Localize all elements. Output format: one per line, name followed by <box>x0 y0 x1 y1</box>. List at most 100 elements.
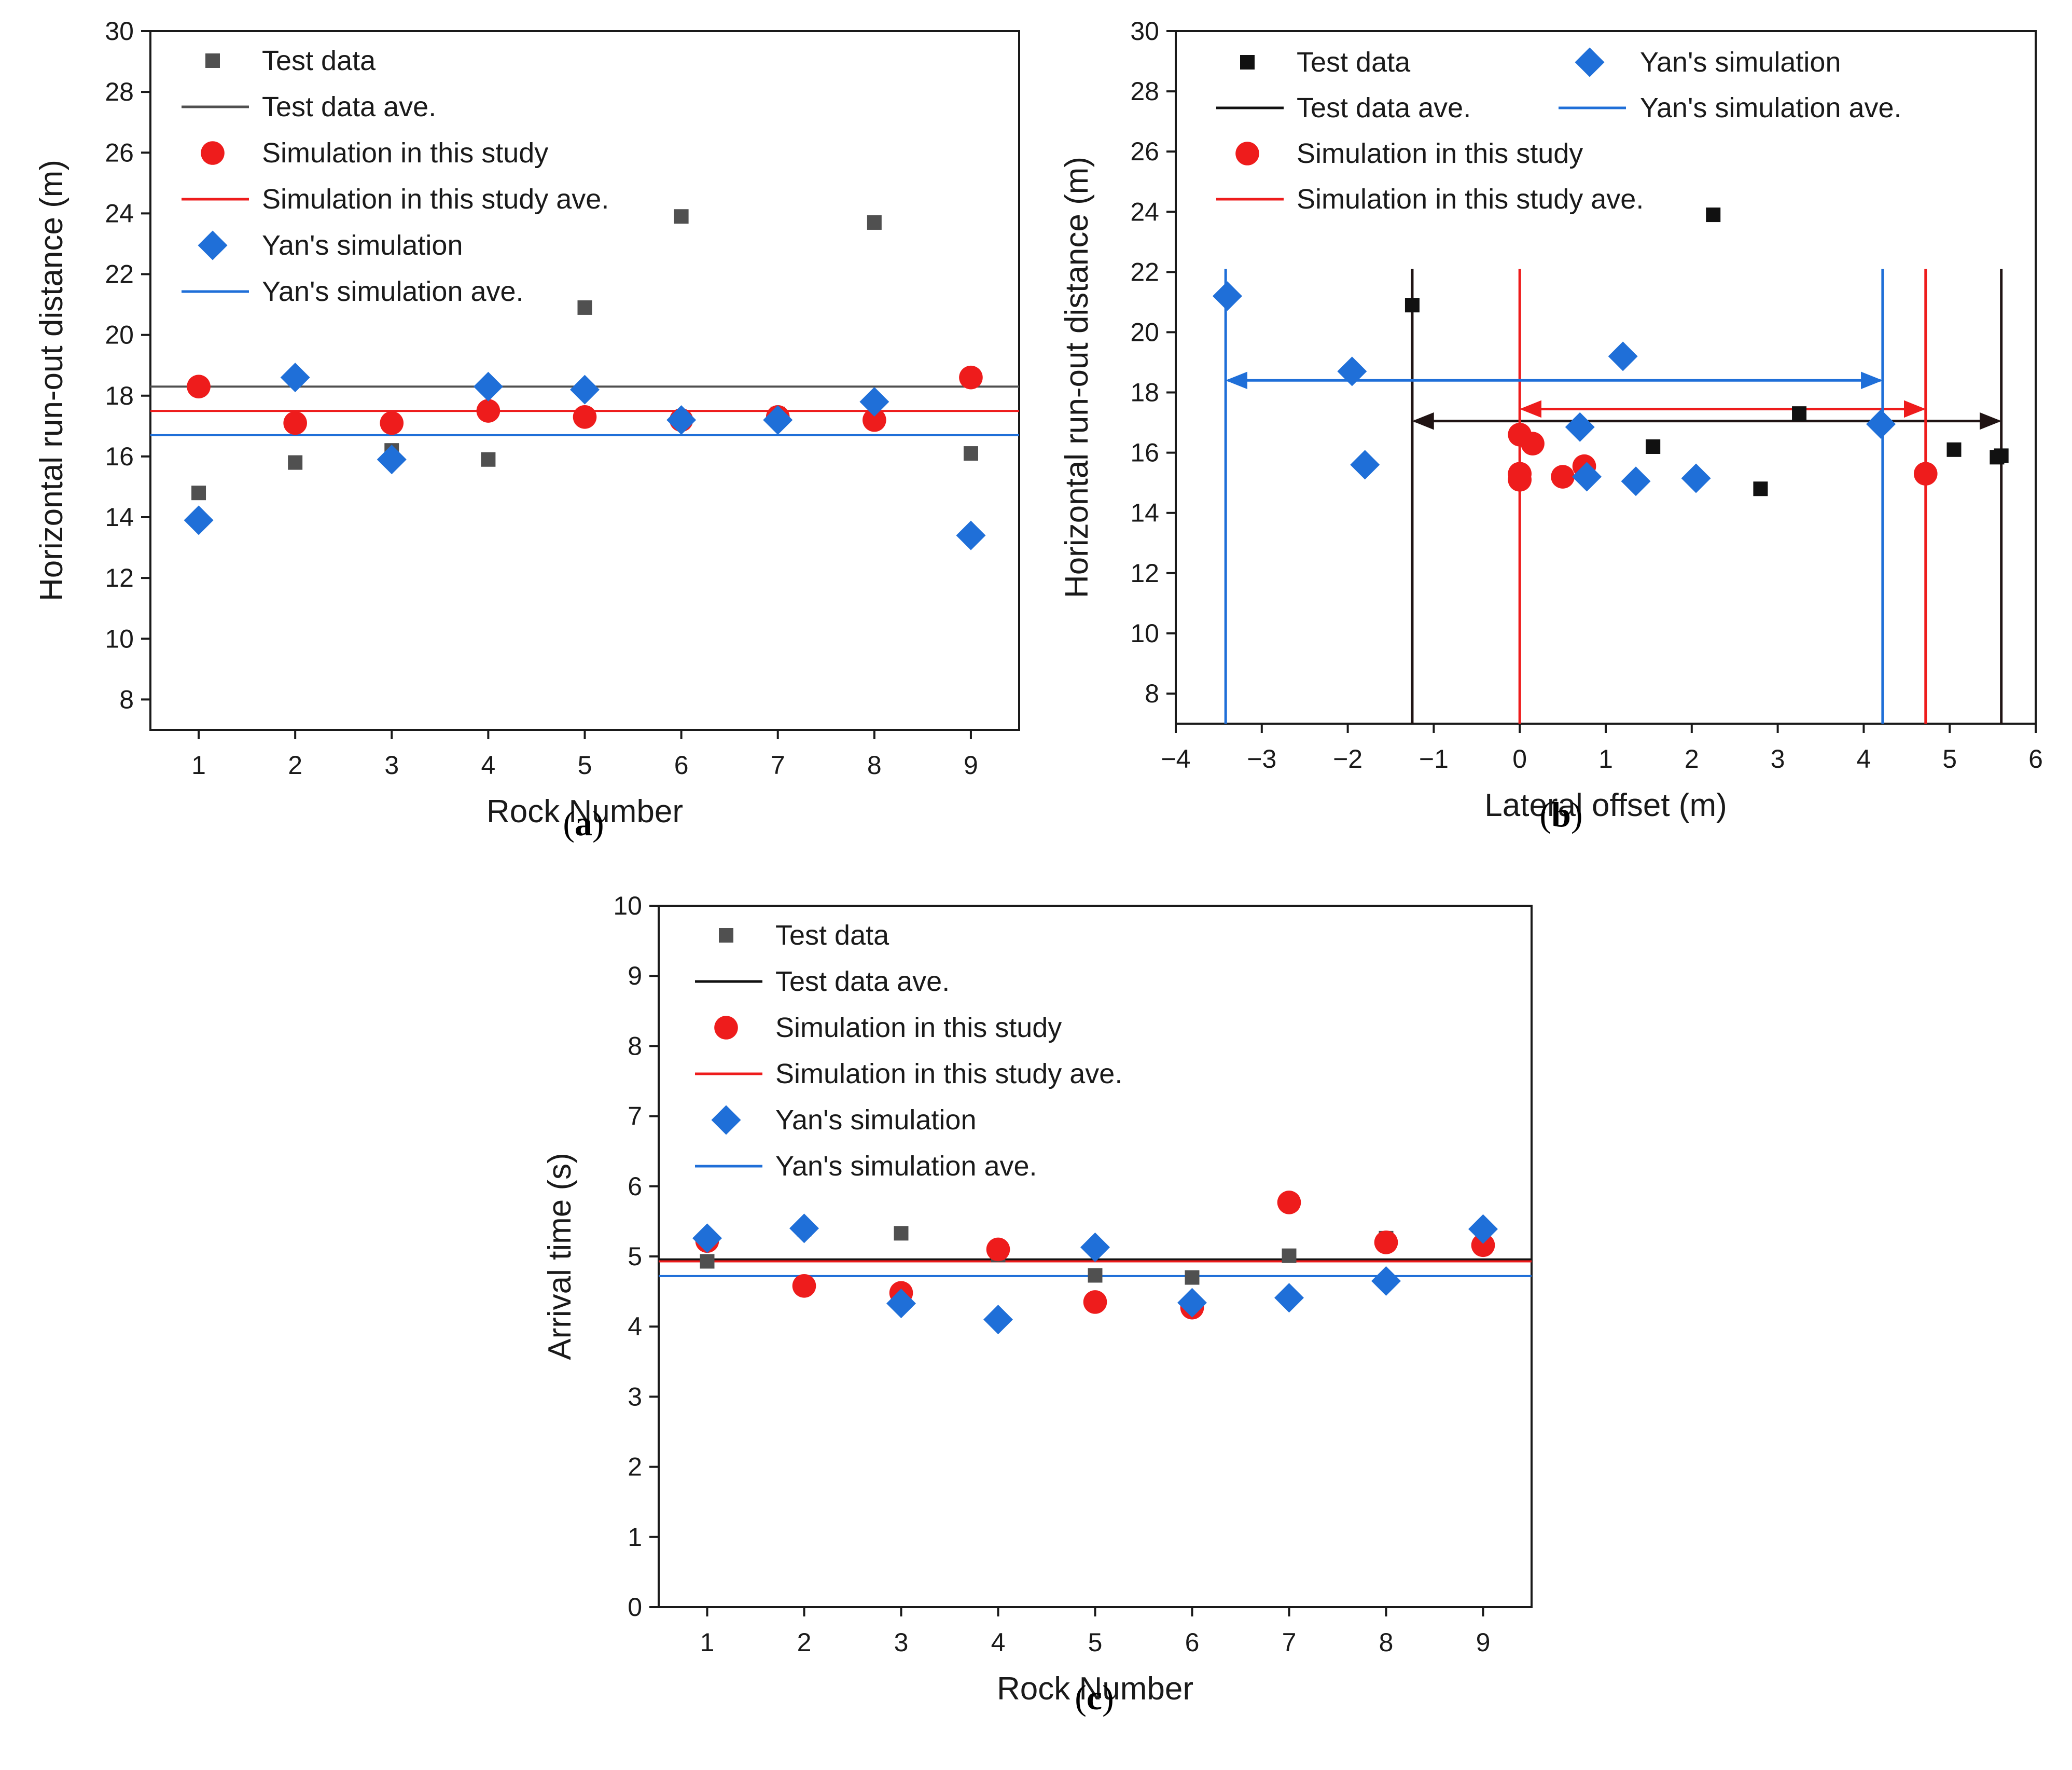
y-tick-label: 30 <box>105 17 134 46</box>
legend-label: Test data ave. <box>1297 92 1471 123</box>
y-tick-label: 9 <box>628 961 642 990</box>
x-tick-label: 4 <box>481 751 495 780</box>
x-tick-label: 4 <box>1856 744 1871 773</box>
y-tick-label: 20 <box>105 321 134 350</box>
chart-panel-b: −4 −3 −2 −1 0 1 2 3 4 5 681012141618202224262830La… <box>1059 17 2043 834</box>
chart-panel-c: 1 2 3 4 5 6 7 8 9 0 1 2 3 4 5 6 7 8 9 10 Rock Number Arrival … <box>542 891 1533 1717</box>
data-point <box>1913 462 1938 486</box>
data-point <box>570 375 600 405</box>
y-tick-label: 14 <box>1130 499 1159 528</box>
data-point <box>283 411 307 435</box>
y-tick-label: 28 <box>1130 77 1159 106</box>
y-tick-label: 12 <box>1130 559 1159 588</box>
legend-label: Test data <box>775 920 889 951</box>
x-tick-label: 7 <box>771 751 785 780</box>
legend-label: Simulation in this study <box>262 137 548 169</box>
y-tick-label: 3 <box>628 1382 642 1411</box>
y-tick-label: 4 <box>628 1312 642 1341</box>
legend-label: Test data ave. <box>262 91 436 122</box>
data-point <box>573 405 597 429</box>
y-tick-label: 12 <box>105 563 134 592</box>
data-point <box>666 405 697 435</box>
panel-label: (a) <box>563 804 604 843</box>
data-point <box>1608 341 1638 371</box>
y-tick-label: 1 <box>628 1523 642 1552</box>
legend-label: Test data <box>1297 47 1411 78</box>
data-point <box>692 1223 722 1253</box>
legend-label: Simulation in this study ave. <box>1297 184 1644 215</box>
data-point <box>1374 1230 1398 1254</box>
data-point <box>1681 463 1711 493</box>
data-point <box>288 455 303 470</box>
data-point <box>789 1213 819 1243</box>
data-point <box>577 300 592 315</box>
data-point <box>1212 281 1242 311</box>
x-tick-label: 3 <box>1771 744 1785 773</box>
legend-marker <box>201 141 225 165</box>
legend-label: Test data <box>262 45 376 76</box>
data-point <box>481 452 496 467</box>
y-tick-label: 22 <box>105 260 134 289</box>
legend-marker <box>711 1105 741 1135</box>
y-tick-label: 8 <box>628 1031 642 1060</box>
data-point <box>763 405 793 435</box>
y-tick-label: 8 <box>119 685 134 714</box>
y-tick-label: 16 <box>105 442 134 471</box>
y-tick-label: 20 <box>1130 317 1159 347</box>
y-tick-label: 14 <box>105 503 134 532</box>
data-point <box>476 399 500 423</box>
data-point <box>1646 439 1661 454</box>
data-point <box>280 363 310 393</box>
x-tick-label: −1 <box>1419 744 1449 773</box>
y-tick-label: 8 <box>1145 679 1159 708</box>
data-point <box>792 1274 816 1298</box>
data-point <box>377 445 407 475</box>
y-tick-label: 26 <box>1130 137 1159 166</box>
data-point <box>1371 1266 1401 1296</box>
data-point <box>1282 1248 1297 1263</box>
data-point <box>1080 1232 1110 1262</box>
legend-marker <box>1575 47 1605 77</box>
x-tick-label: 9 <box>964 751 978 780</box>
data-point <box>1277 1191 1301 1214</box>
legend-label: Yan's simulation ave. <box>775 1151 1037 1182</box>
data-point <box>187 375 211 399</box>
y-tick-label: 10 <box>613 891 642 920</box>
legend-label: Simulation in this study <box>775 1012 1062 1043</box>
data-point <box>963 446 978 461</box>
x-tick-label: 3 <box>384 751 399 780</box>
legend-label: Yan's simulation <box>1640 47 1841 78</box>
legend-marker <box>719 928 733 943</box>
y-tick-label: 30 <box>1130 17 1159 46</box>
data-point <box>1083 1290 1107 1314</box>
data-point <box>1946 442 1962 457</box>
x-tick-label: 3 <box>894 1628 909 1657</box>
y-tick-label: 10 <box>105 624 134 653</box>
legend-marker <box>1240 55 1255 70</box>
data-point <box>1468 1214 1498 1244</box>
y-tick-label: 24 <box>105 199 134 228</box>
legend-label: Simulation in this study <box>1297 138 1583 169</box>
legend-marker <box>198 230 228 260</box>
data-point <box>1753 481 1768 496</box>
data-point <box>1866 409 1896 439</box>
x-tick-label: 9 <box>1476 1628 1491 1657</box>
data-point <box>1350 450 1380 480</box>
y-axis-title: Horizontal run-out distance (m) <box>34 160 69 601</box>
data-point <box>983 1305 1013 1335</box>
x-tick-label: 5 <box>578 751 592 780</box>
x-tick-label: 6 <box>674 751 689 780</box>
data-point <box>1404 298 1420 313</box>
legend-label: Simulation in this study ave. <box>775 1058 1122 1089</box>
x-tick-label: 8 <box>1379 1628 1394 1657</box>
data-point <box>1565 412 1595 442</box>
y-tick-label: 2 <box>628 1453 642 1482</box>
data-point <box>1508 468 1532 492</box>
data-point <box>1337 356 1367 386</box>
data-point <box>1551 465 1575 489</box>
data-point <box>894 1226 909 1241</box>
legend-label: Yan's simulation ave. <box>1640 92 1902 123</box>
x-tick-label: 2 <box>1685 744 1699 773</box>
